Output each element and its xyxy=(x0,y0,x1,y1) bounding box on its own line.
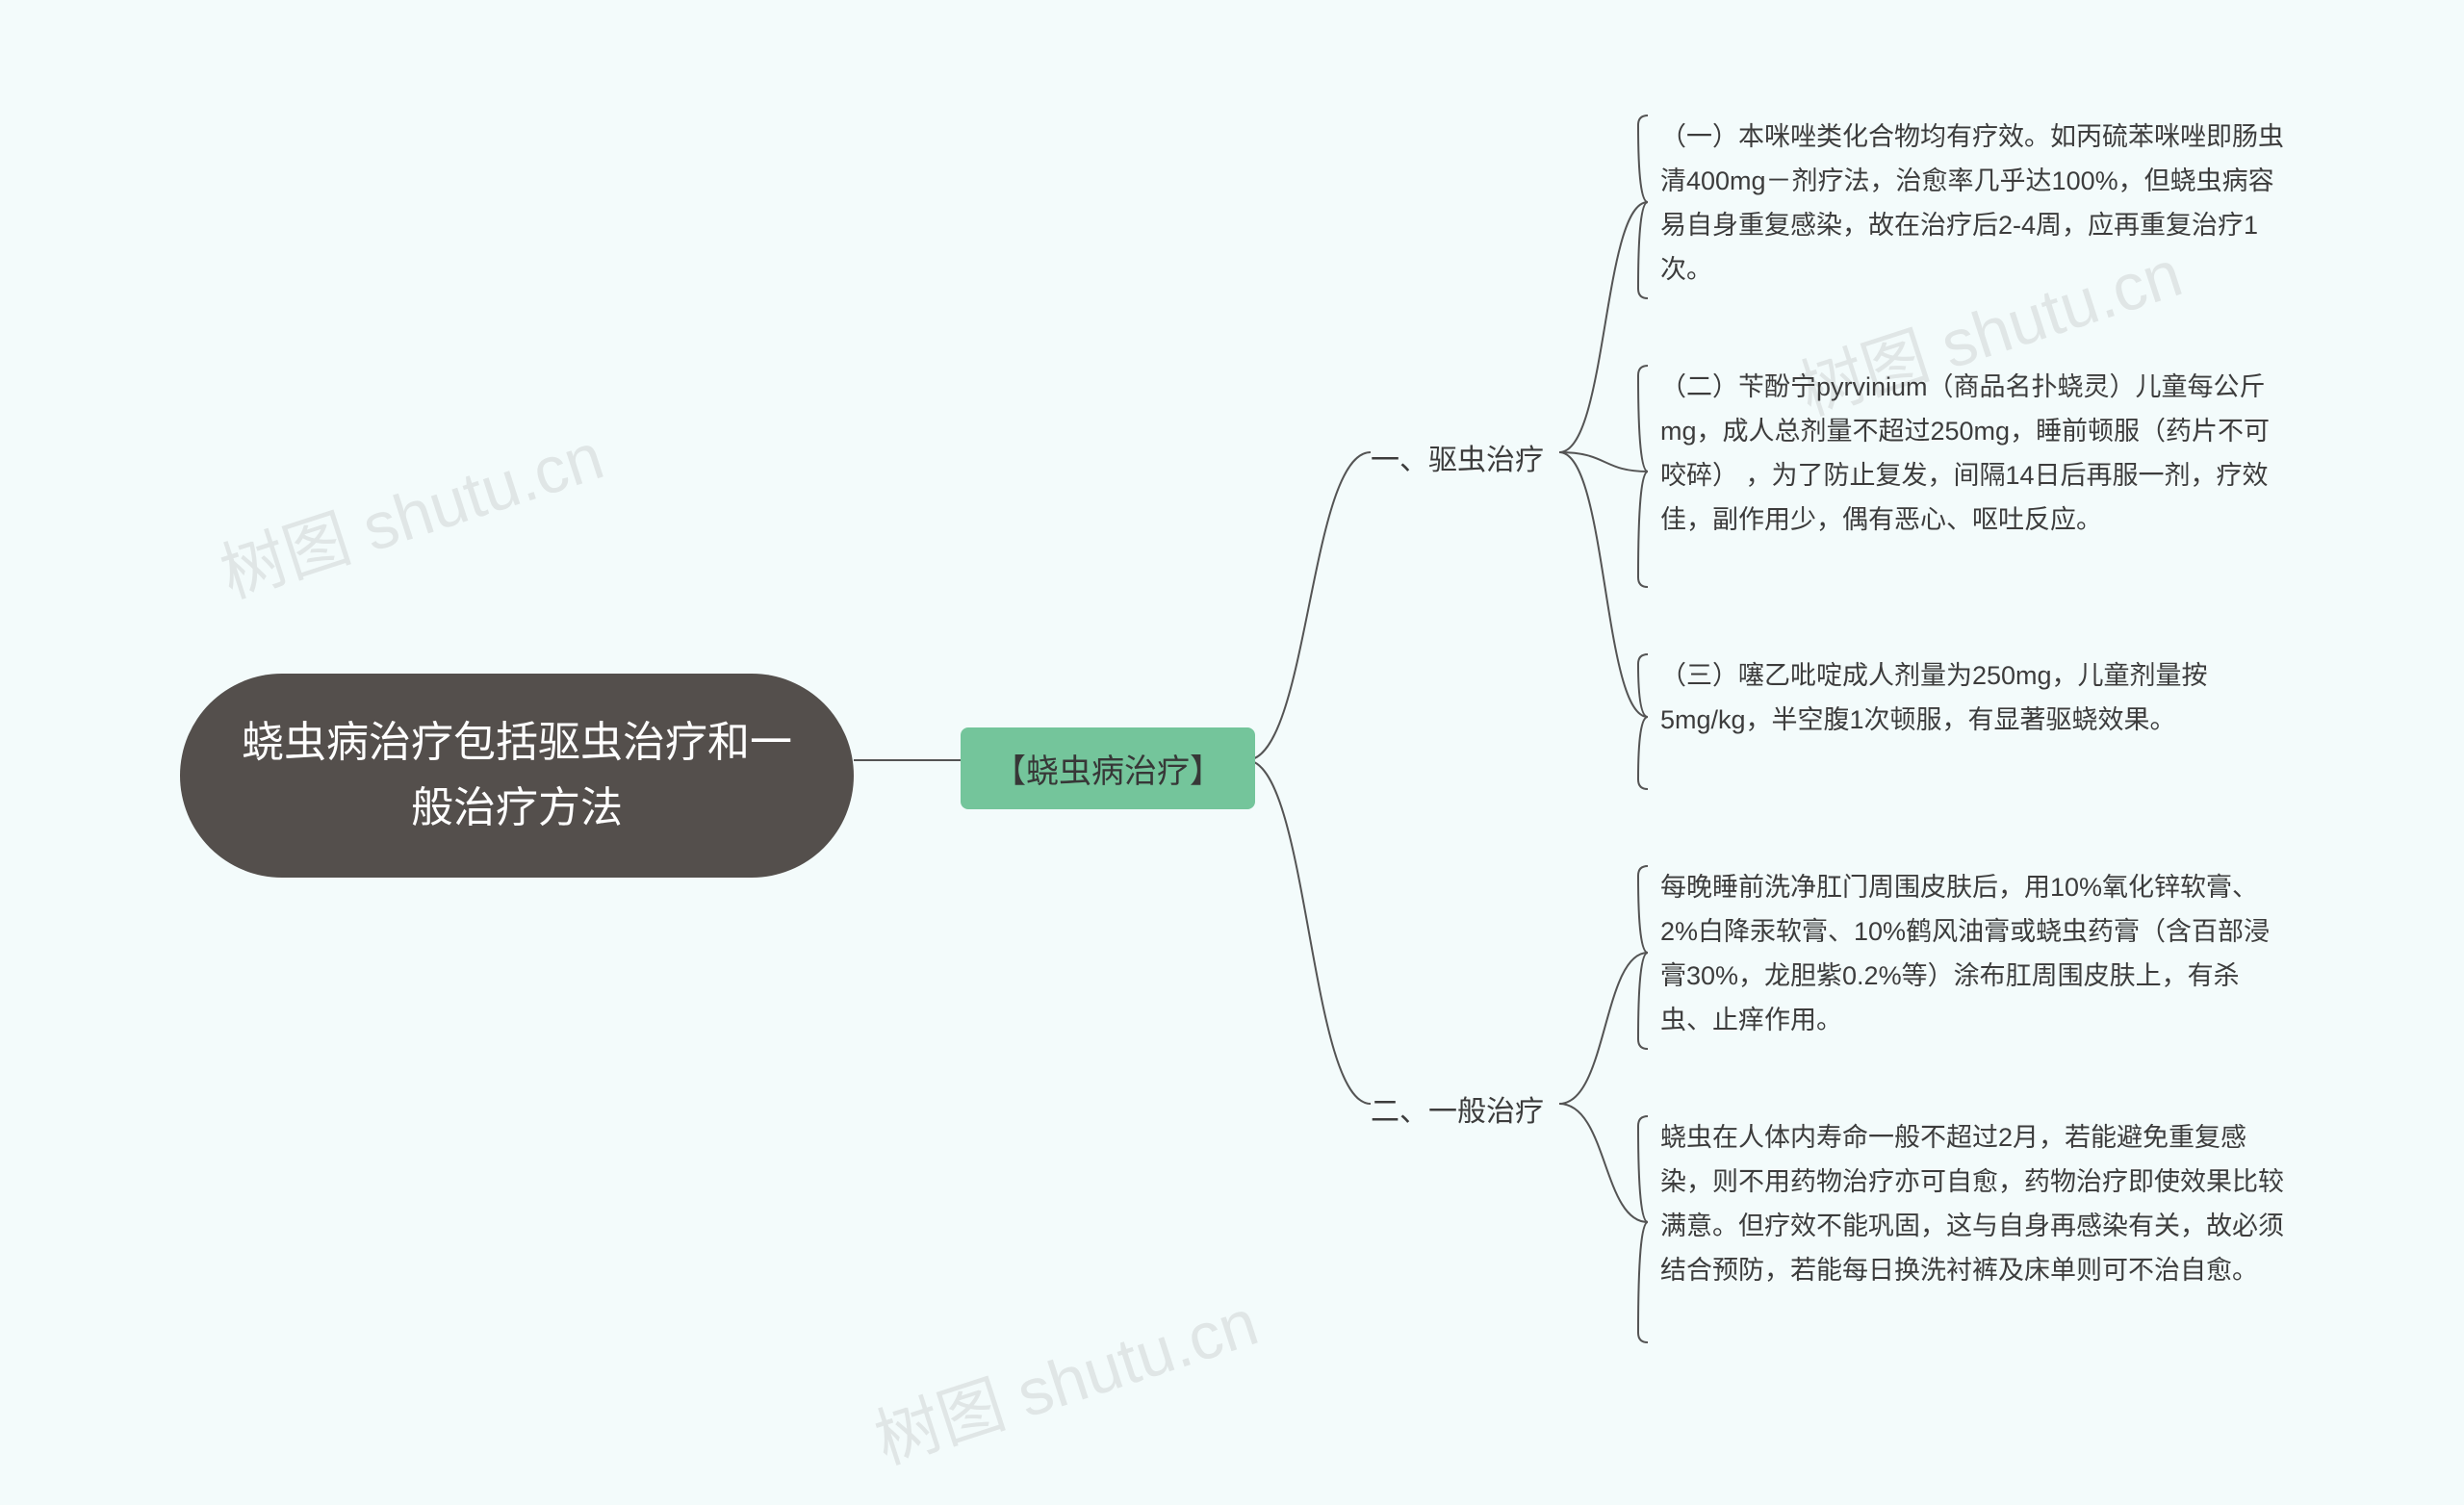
mindmap-node-treatment[interactable]: 【蛲虫病治疗】 xyxy=(961,727,1255,809)
mindmap-root[interactable]: 蛲虫病治疗包括驱虫治疗和一般治疗方法 xyxy=(180,674,854,878)
mindmap-leaf[interactable]: 每晚睡前洗净肛门周围皮肤后，用10%氧化锌软膏、2%白降汞软膏、10%鹤风油膏或… xyxy=(1660,866,2286,1043)
mindmap-node-general[interactable]: 二、一般治疗 xyxy=(1371,1087,1544,1130)
mindmap-leaf[interactable]: （二）苄酚宁pyrvinium（商品名扑蛲灵）儿童每公斤mg，成人总剂量不超过2… xyxy=(1660,366,2286,543)
mindmap-leaf[interactable]: （三）噻乙吡啶成人剂量为250mg，儿童剂量按5mg/kg，半空腹1次顿服，有显… xyxy=(1660,654,2286,743)
mindmap-node-deworming[interactable]: 一、驱虫治疗 xyxy=(1371,436,1544,478)
mindmap-leaf[interactable]: （一）本咪唑类化合物均有疗效。如丙硫苯咪唑即肠虫清400mg－剂疗法，治愈率几乎… xyxy=(1660,115,2286,293)
watermark: 树图 shutu.cn xyxy=(861,1269,1268,1482)
mindmap-leaf[interactable]: 蛲虫在人体内寿命一般不超过2月，若能避免重复感染，则不用药物治疗亦可自愈，药物治… xyxy=(1660,1116,2286,1293)
watermark: 树图 shutu.cn xyxy=(207,403,613,616)
